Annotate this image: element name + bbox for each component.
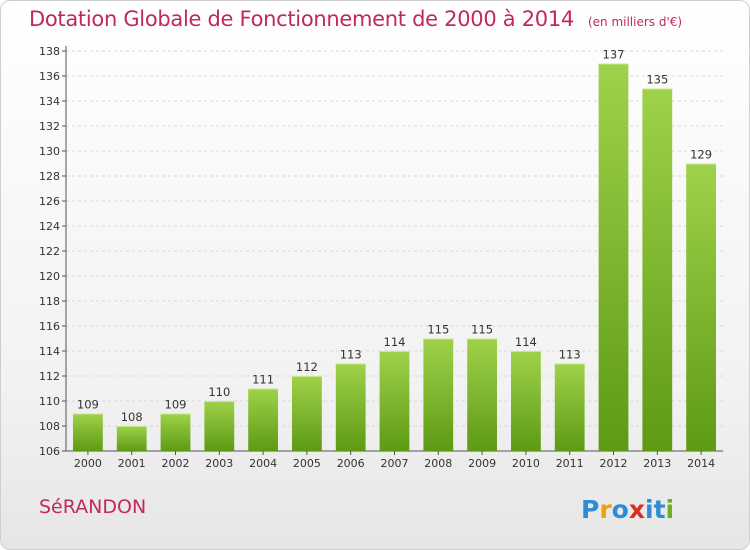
ytick-label-120: 120 <box>39 270 60 283</box>
value-label-2002: 109 <box>165 398 187 412</box>
bar-2005 <box>292 376 322 451</box>
xtick-label-2011: 2011 <box>556 457 584 470</box>
ytick-label-114: 114 <box>39 345 60 358</box>
value-label-2009: 115 <box>471 323 493 337</box>
value-label-2008: 115 <box>427 323 449 337</box>
ytick-label-132: 132 <box>39 120 60 133</box>
ytick-label-116: 116 <box>39 320 60 333</box>
xtick-label-2001: 2001 <box>118 457 146 470</box>
bar-2012 <box>598 63 629 451</box>
proxiti-logo-text: Proxiti <box>581 495 674 524</box>
xtick-label-2000: 2000 <box>74 457 102 470</box>
value-label-2005: 112 <box>296 360 318 374</box>
value-label-2011: 113 <box>559 348 581 362</box>
value-label-2001: 108 <box>121 410 143 424</box>
value-label-2010: 114 <box>515 335 537 349</box>
bar-2011 <box>554 363 585 451</box>
value-label-2006: 113 <box>340 348 362 362</box>
bar-2002 <box>160 413 191 451</box>
xtick-label-2014: 2014 <box>687 457 715 470</box>
bar-2007 <box>379 351 410 451</box>
ytick-label-108: 108 <box>39 420 60 433</box>
bar-2013 <box>642 88 673 451</box>
bar-2006 <box>335 363 366 451</box>
xtick-label-2005: 2005 <box>293 457 321 470</box>
ytick-label-138: 138 <box>39 45 60 58</box>
value-label-2014: 129 <box>690 148 712 162</box>
ytick-label-118: 118 <box>39 295 60 308</box>
value-label-2012: 137 <box>603 48 625 62</box>
commune-name: SéRANDON <box>39 496 147 518</box>
chart-unit: (en milliers d'€) <box>587 15 683 29</box>
xtick-label-2010: 2010 <box>512 457 540 470</box>
ytick-label-106: 106 <box>39 445 60 458</box>
xtick-label-2008: 2008 <box>424 457 452 470</box>
bar-2003 <box>204 401 235 451</box>
ytick-label-122: 122 <box>39 245 60 258</box>
value-label-2003: 110 <box>208 385 230 399</box>
chart-title: Dotation Globale de Fonctionnement de 20… <box>29 7 682 31</box>
xtick-label-2003: 2003 <box>205 457 233 470</box>
bar-2001 <box>116 426 147 451</box>
value-label-2000: 109 <box>77 398 99 412</box>
xtick-label-2009: 2009 <box>468 457 496 470</box>
xtick-label-2004: 2004 <box>249 457 277 470</box>
ytick-label-110: 110 <box>39 395 60 408</box>
ytick-label-124: 124 <box>39 220 60 233</box>
ytick-label-126: 126 <box>39 195 60 208</box>
proxiti-logo: Proxiti <box>581 495 674 524</box>
ytick-label-134: 134 <box>39 95 60 108</box>
xtick-label-2006: 2006 <box>337 457 365 470</box>
bar-2009 <box>467 338 497 451</box>
value-label-2007: 114 <box>384 335 406 349</box>
bar-2010 <box>511 351 541 451</box>
xtick-label-2002: 2002 <box>162 457 190 470</box>
ytick-label-130: 130 <box>39 145 60 158</box>
value-label-2004: 111 <box>252 373 274 387</box>
xtick-label-2012: 2012 <box>600 457 628 470</box>
bar-2004 <box>248 388 278 451</box>
bar-2000 <box>73 413 103 451</box>
xtick-label-2013: 2013 <box>643 457 671 470</box>
chart-title-text: Dotation Globale de Fonctionnement de 20… <box>29 7 574 31</box>
ytick-label-136: 136 <box>39 70 60 83</box>
bar-2014 <box>686 163 716 451</box>
xtick-label-2007: 2007 <box>381 457 409 470</box>
ytick-label-128: 128 <box>39 170 60 183</box>
bar-2008 <box>423 338 454 451</box>
ytick-label-112: 112 <box>39 370 60 383</box>
value-label-2013: 135 <box>646 73 668 87</box>
